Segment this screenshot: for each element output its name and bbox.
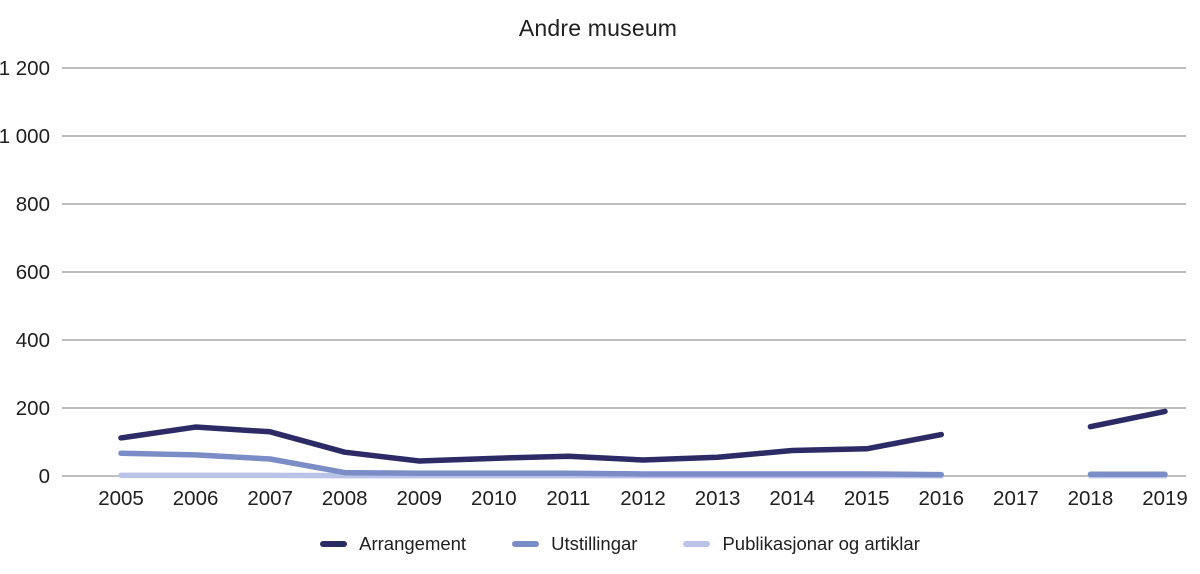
y-tick-label-800: 800 bbox=[16, 193, 50, 216]
legend-label-utstillingar: Utstillingar bbox=[551, 533, 638, 554]
x-tick-label-2018: 2018 bbox=[1068, 487, 1114, 510]
y-tick-label-1000: 1 000 bbox=[0, 125, 50, 148]
x-tick-label-2016: 2016 bbox=[918, 487, 964, 510]
legend-swatch-utstillingar bbox=[512, 541, 540, 547]
legend-swatch-arrangement bbox=[320, 541, 348, 547]
x-tick-label-2006: 2006 bbox=[173, 487, 219, 510]
series-line-arrangement bbox=[1087, 408, 1168, 430]
x-tick-label-2019: 2019 bbox=[1142, 487, 1188, 510]
x-tick-label-2007: 2007 bbox=[247, 487, 293, 510]
x-tick-label-2015: 2015 bbox=[844, 487, 890, 510]
series-line-utstillingar bbox=[118, 450, 945, 478]
legend-swatch-publikasjonar bbox=[683, 541, 711, 547]
x-tick-label-2005: 2005 bbox=[98, 487, 144, 510]
chart-title: Andre museum bbox=[518, 15, 678, 41]
legend-item-publikasjonar: Publikasjonar og artiklar bbox=[683, 533, 920, 555]
x-tick-label-2014: 2014 bbox=[769, 487, 815, 510]
legend-item-utstillingar: Utstillingar bbox=[512, 533, 637, 555]
x-tick-label-2013: 2013 bbox=[695, 487, 741, 510]
series-line-arrangement bbox=[118, 424, 945, 464]
legend-label-publikasjonar: Publikasjonar og artiklar bbox=[722, 533, 920, 554]
y-tick-label-1200: 1 200 bbox=[0, 57, 50, 80]
legend-label-arrangement: Arrangement bbox=[359, 533, 467, 554]
x-tick-label-2011: 2011 bbox=[546, 487, 590, 510]
y-tick-label-600: 600 bbox=[16, 261, 50, 284]
chart-legend: Arrangement Utstillingar Publikasjonar o… bbox=[0, 533, 1200, 555]
y-tick-label-0: 0 bbox=[39, 465, 50, 488]
x-tick-label-2009: 2009 bbox=[396, 487, 442, 510]
x-tick-label-2012: 2012 bbox=[620, 487, 666, 510]
x-tick-label-2008: 2008 bbox=[322, 487, 368, 510]
x-tick-label-2010: 2010 bbox=[471, 487, 517, 510]
x-tick-label-2017: 2017 bbox=[993, 487, 1039, 510]
y-tick-label-400: 400 bbox=[16, 329, 50, 352]
legend-item-arrangement: Arrangement bbox=[320, 533, 466, 555]
y-tick-label-200: 200 bbox=[16, 397, 50, 420]
